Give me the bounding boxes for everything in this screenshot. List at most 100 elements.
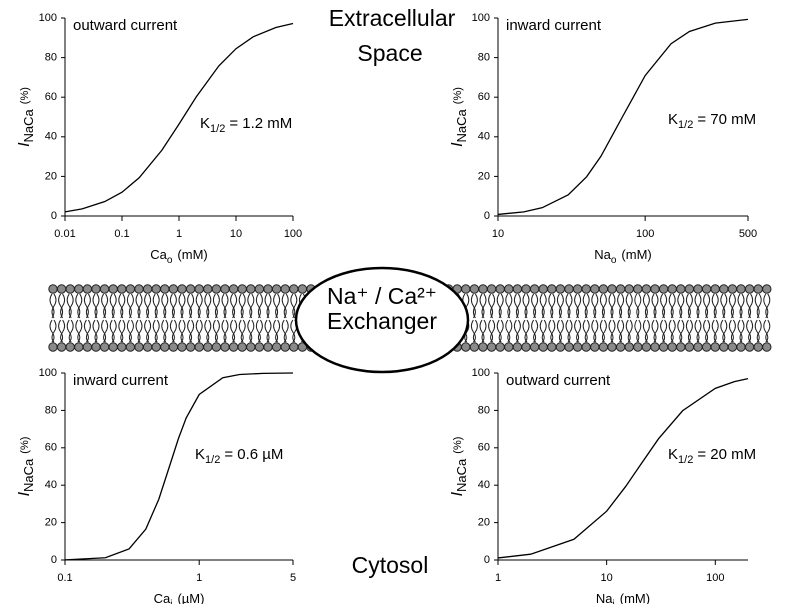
- chart-panel: 0 20 40 60 80 100 0.1 1 5 Cai (µM) INaCa (%) inward c…: [16, 367, 296, 604]
- chart-panel: 0 20 40 60 80 100 10 100 500 Nao (mM) INaCa (%) inwar…: [449, 12, 757, 266]
- x-tick-label: 100: [706, 572, 724, 584]
- curve: [64, 372, 294, 561]
- lipid-tail: [617, 319, 623, 343]
- y-tick-label: 80: [45, 52, 57, 64]
- lipid-tail: [189, 293, 195, 319]
- lipid-tail: [746, 293, 752, 319]
- lipid-tail: [171, 293, 177, 319]
- lipid-head: [727, 284, 738, 294]
- lipid-tail: [152, 319, 158, 343]
- lipid-tail: [558, 293, 564, 319]
- lipid-tail: [238, 293, 244, 319]
- x-tick-label: 1: [495, 572, 501, 584]
- lipid-tail: [137, 319, 143, 343]
- lipid-tail: [126, 319, 132, 343]
- lipid-tail: [617, 293, 623, 319]
- lipid-tail: [556, 293, 562, 319]
- lipid-head: [246, 284, 256, 294]
- lipid-tail: [515, 319, 521, 343]
- lipid-head: [297, 284, 308, 294]
- lipid-head: [555, 284, 566, 294]
- lipid-tail: [283, 293, 289, 319]
- lipid-head: [168, 284, 179, 294]
- lipid-tail: [576, 319, 582, 343]
- lipid-tail: [703, 319, 709, 343]
- lipid-tail: [144, 319, 150, 343]
- lipid-head: [91, 342, 101, 352]
- lipid-head: [538, 284, 548, 294]
- lipid-head: [211, 284, 222, 294]
- x-label-part: Na: [594, 247, 611, 262]
- x-label-sub: i: [170, 599, 172, 604]
- lipid-tail: [522, 293, 528, 319]
- lipid-tail: [522, 319, 528, 343]
- lipid-head: [142, 342, 153, 352]
- lipid-tail: [180, 293, 186, 319]
- lipid-head: [633, 284, 643, 294]
- lipid-head: [701, 342, 712, 352]
- y-tick-label: 40: [45, 131, 57, 143]
- lipid-head: [160, 342, 170, 352]
- y-axis-label: INaCa (%): [449, 87, 469, 147]
- lipid-tail: [722, 319, 728, 343]
- k-half-label: K1/2 = 20 mM: [668, 446, 756, 466]
- lipid-head: [650, 284, 660, 294]
- lipid-head: [271, 342, 282, 352]
- lipid-head: [65, 342, 75, 352]
- lipid-head: [710, 342, 720, 352]
- lipid-tail: [49, 293, 55, 319]
- y-axis-label: INaCa (%): [16, 87, 36, 147]
- x-tick-label: 500: [739, 228, 757, 240]
- lipid-tail: [135, 319, 141, 343]
- lipid-tail: [109, 293, 115, 319]
- y-label-unit: (%): [452, 87, 464, 104]
- lipid-head: [56, 342, 67, 352]
- lipid-tail: [118, 293, 124, 319]
- lipid-tail: [625, 293, 631, 319]
- lipid-tail: [567, 293, 573, 319]
- lipid-head: [598, 284, 609, 294]
- lipid-head: [461, 284, 471, 294]
- lipid-tail: [223, 319, 229, 343]
- lipid-tail: [275, 319, 281, 343]
- lipid-tail: [696, 293, 702, 319]
- lipid-tail: [677, 293, 683, 319]
- lipid-tail: [128, 293, 134, 319]
- lipid-head: [564, 284, 574, 294]
- lipid-tail: [75, 293, 81, 319]
- lipid-tail: [574, 293, 580, 319]
- lipid-tail: [214, 293, 220, 319]
- lipid-head: [667, 342, 677, 352]
- lipid-tail: [472, 293, 478, 319]
- lipid-tail: [720, 319, 726, 343]
- x-label-part: Ca: [150, 247, 167, 262]
- k-half-label: K1/2 = 1.2 mM: [200, 115, 292, 135]
- lipid-tail: [488, 293, 494, 319]
- lipid-tail: [713, 319, 719, 343]
- lipid-tail: [75, 319, 81, 343]
- lipid-tail: [539, 293, 545, 319]
- x-axis-label: Nai (mM): [596, 591, 650, 604]
- lipid-head: [469, 342, 480, 352]
- lipid-tail: [625, 319, 631, 343]
- lipid-tail: [668, 319, 674, 343]
- y-label-part: I: [16, 142, 33, 147]
- lipid-tail: [679, 319, 685, 343]
- lipid-tail: [101, 293, 107, 319]
- y-tick-label: 20: [478, 170, 490, 182]
- lipid-head: [478, 342, 488, 352]
- lipid-tail: [763, 293, 769, 319]
- lipid-tail: [582, 293, 588, 319]
- lipid-tail: [85, 293, 91, 319]
- lipid-head: [220, 284, 230, 294]
- lipid-tail: [128, 319, 134, 343]
- lipid-tail: [608, 319, 614, 343]
- y-tick-label: 40: [478, 131, 490, 143]
- y-tick-label: 20: [478, 517, 490, 529]
- lipid-head: [521, 342, 531, 352]
- x-tick-label: 0.1: [114, 228, 129, 240]
- lipid-head: [521, 284, 531, 294]
- lipid-tail: [558, 319, 564, 343]
- lipid-tail: [83, 319, 89, 343]
- lipid-tail: [619, 319, 625, 343]
